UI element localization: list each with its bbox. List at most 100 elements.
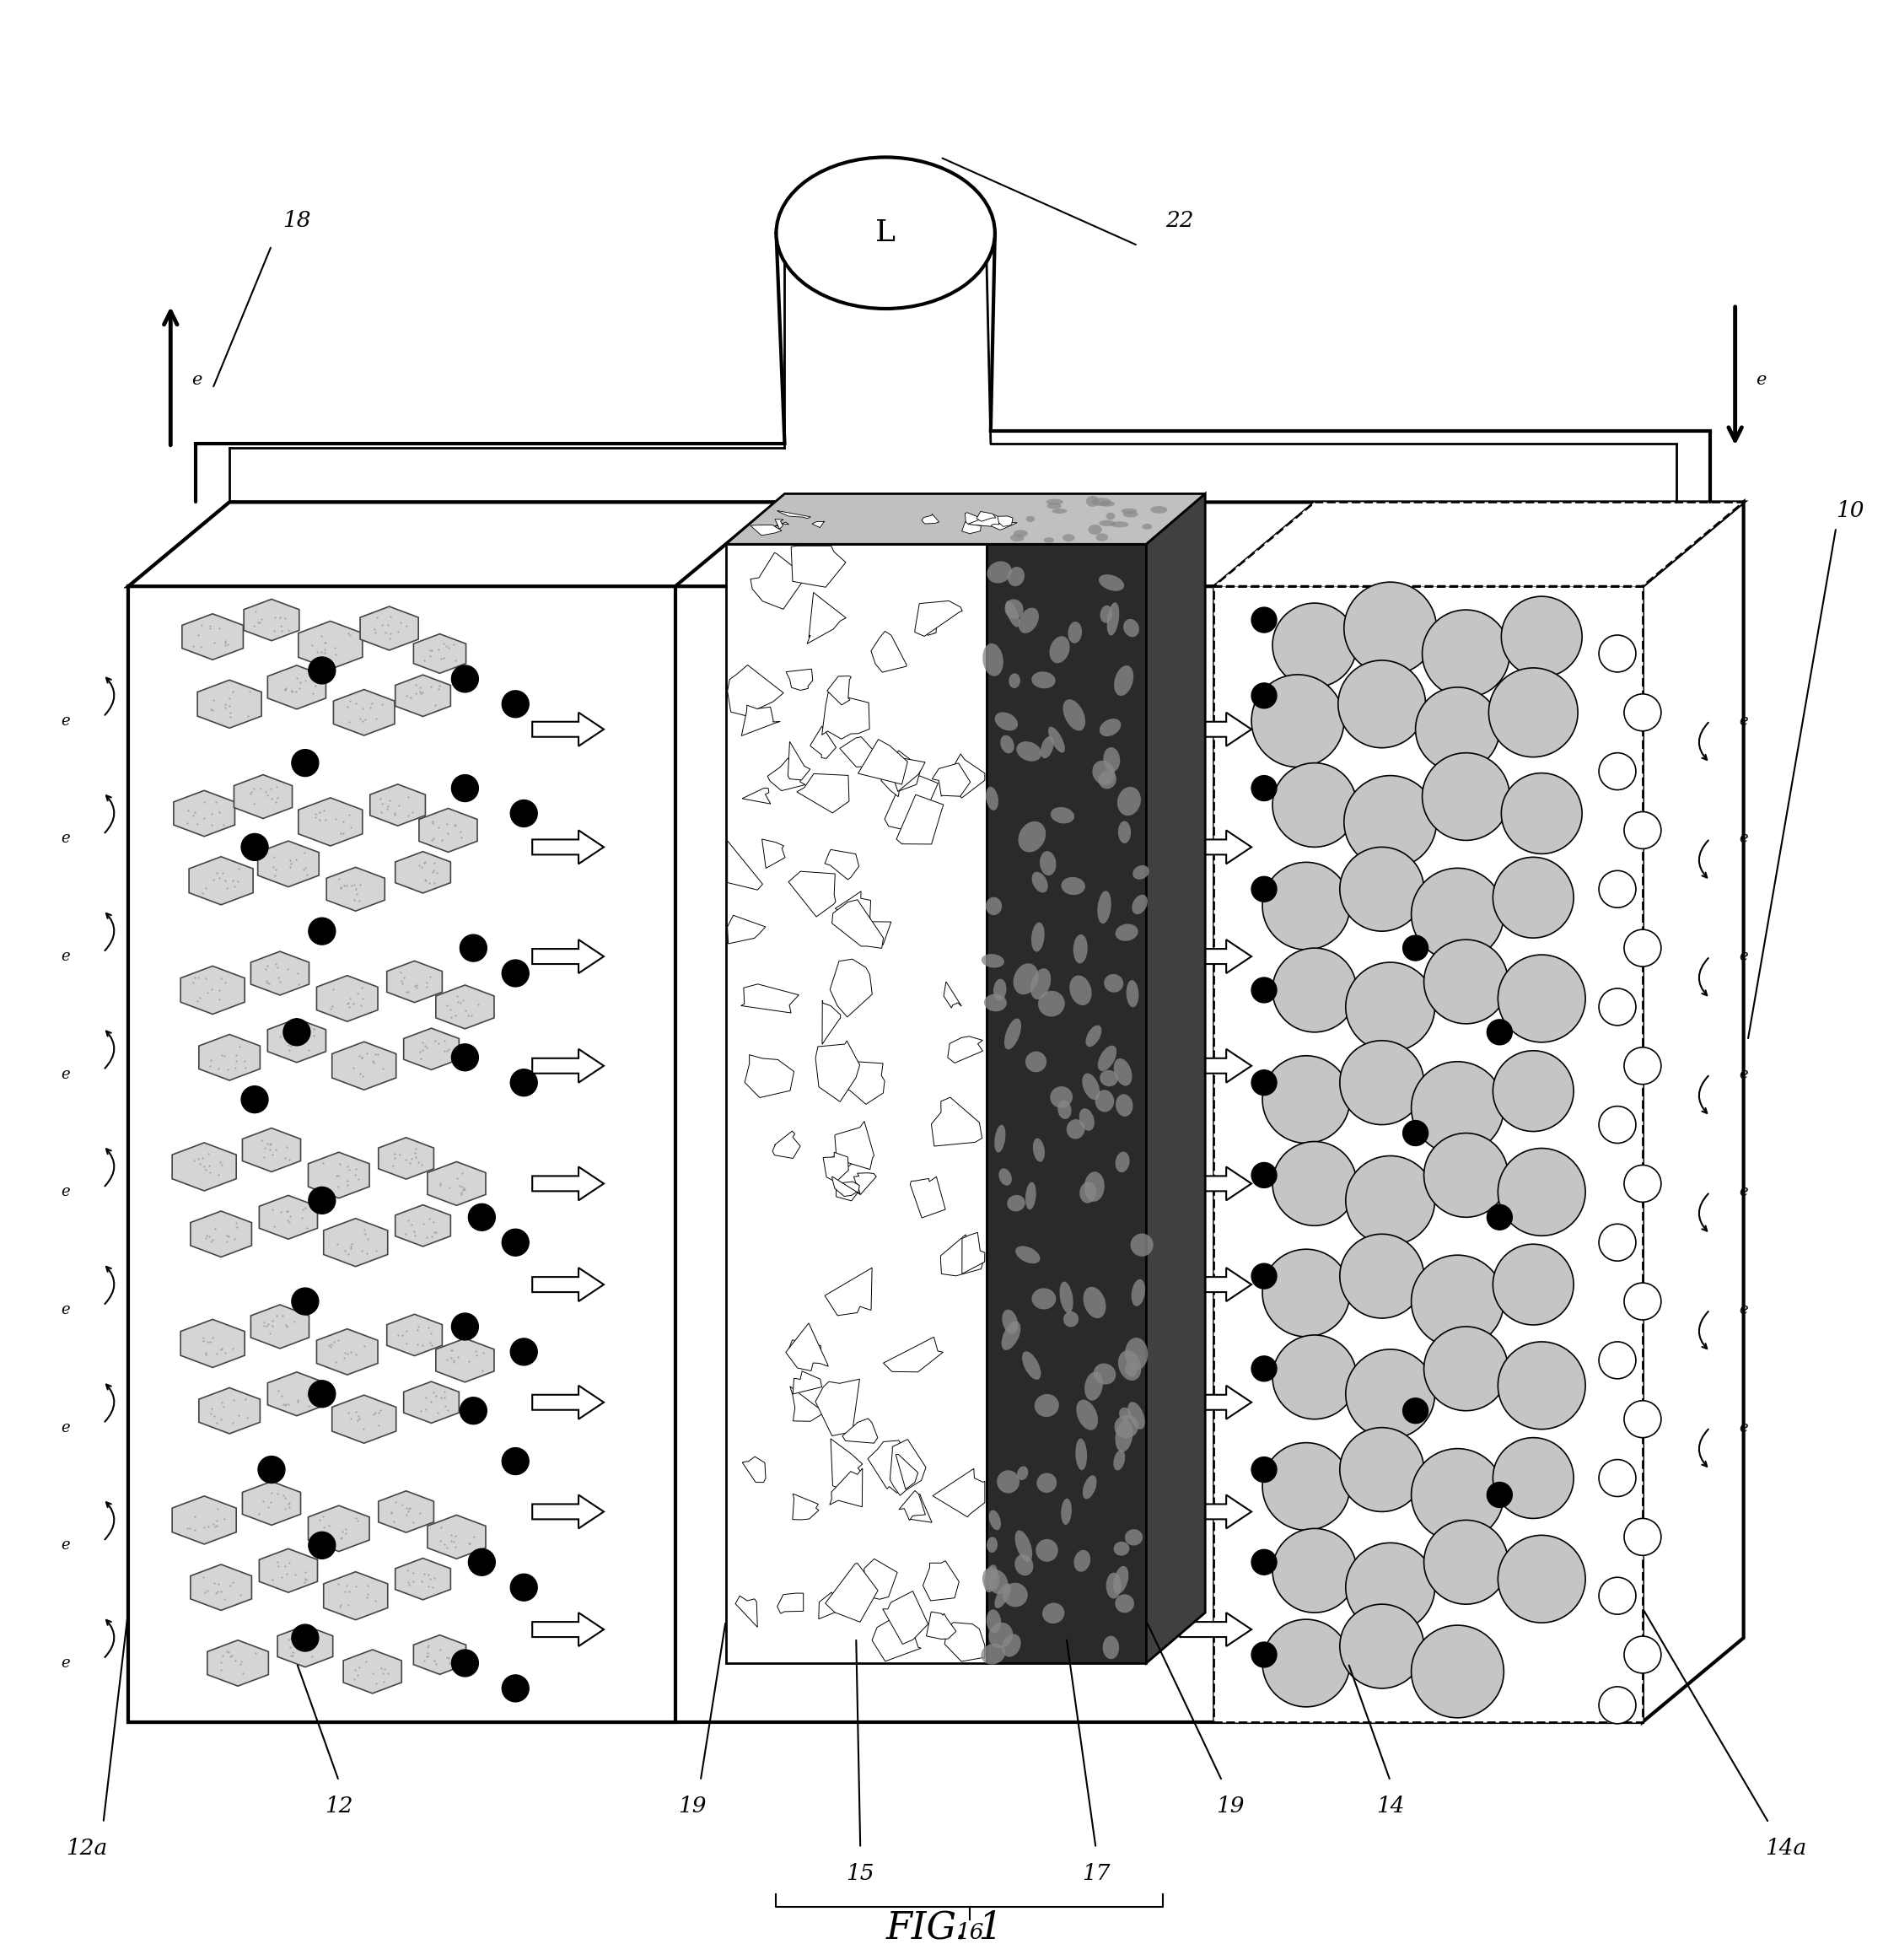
Polygon shape bbox=[823, 1000, 840, 1045]
Ellipse shape bbox=[1119, 821, 1132, 843]
Ellipse shape bbox=[981, 1644, 1006, 1664]
Text: 12: 12 bbox=[324, 1795, 352, 1817]
Circle shape bbox=[1341, 847, 1424, 931]
Polygon shape bbox=[533, 1386, 604, 1419]
Polygon shape bbox=[1642, 502, 1744, 1723]
Polygon shape bbox=[825, 849, 859, 880]
Ellipse shape bbox=[1053, 508, 1068, 514]
Polygon shape bbox=[243, 1482, 301, 1525]
Polygon shape bbox=[207, 1641, 269, 1686]
Ellipse shape bbox=[1002, 1635, 1021, 1656]
Ellipse shape bbox=[1006, 600, 1022, 619]
Circle shape bbox=[1252, 1070, 1277, 1096]
Ellipse shape bbox=[1073, 1550, 1090, 1572]
Polygon shape bbox=[395, 1205, 450, 1247]
Polygon shape bbox=[768, 759, 806, 790]
Ellipse shape bbox=[1113, 1058, 1132, 1086]
Ellipse shape bbox=[1049, 637, 1070, 662]
Circle shape bbox=[1252, 1642, 1277, 1668]
Text: e: e bbox=[60, 1419, 70, 1435]
Circle shape bbox=[1625, 1047, 1661, 1084]
Polygon shape bbox=[171, 1495, 235, 1544]
Circle shape bbox=[503, 1448, 529, 1474]
Ellipse shape bbox=[987, 1570, 1007, 1593]
Polygon shape bbox=[896, 794, 943, 845]
Circle shape bbox=[1344, 776, 1437, 868]
Polygon shape bbox=[853, 1172, 876, 1196]
Polygon shape bbox=[1215, 502, 1744, 586]
Ellipse shape bbox=[1006, 600, 1019, 627]
Polygon shape bbox=[926, 1611, 957, 1639]
Ellipse shape bbox=[1122, 512, 1137, 517]
Circle shape bbox=[1252, 1550, 1277, 1574]
Circle shape bbox=[1341, 1427, 1424, 1511]
Polygon shape bbox=[198, 680, 262, 727]
Text: 19: 19 bbox=[1216, 1795, 1245, 1817]
Circle shape bbox=[1625, 929, 1661, 966]
Circle shape bbox=[1625, 1401, 1661, 1437]
Text: 14: 14 bbox=[1376, 1795, 1405, 1817]
Ellipse shape bbox=[1134, 864, 1149, 880]
Ellipse shape bbox=[1064, 1311, 1079, 1327]
Polygon shape bbox=[395, 851, 450, 894]
Polygon shape bbox=[277, 1625, 333, 1668]
Ellipse shape bbox=[985, 898, 1002, 915]
Ellipse shape bbox=[1115, 666, 1134, 696]
Polygon shape bbox=[250, 951, 309, 996]
Polygon shape bbox=[1181, 831, 1252, 864]
Polygon shape bbox=[943, 982, 962, 1007]
Ellipse shape bbox=[1130, 1233, 1154, 1256]
Polygon shape bbox=[200, 1035, 260, 1080]
Circle shape bbox=[1493, 1437, 1574, 1519]
Ellipse shape bbox=[1032, 923, 1045, 953]
Circle shape bbox=[309, 657, 335, 684]
Ellipse shape bbox=[1004, 1019, 1021, 1049]
Circle shape bbox=[1273, 1529, 1356, 1613]
Ellipse shape bbox=[1079, 1182, 1096, 1203]
Polygon shape bbox=[751, 553, 806, 610]
Ellipse shape bbox=[996, 1470, 1019, 1494]
Circle shape bbox=[1346, 1156, 1435, 1245]
Circle shape bbox=[1346, 1543, 1435, 1633]
Circle shape bbox=[1501, 596, 1582, 676]
Ellipse shape bbox=[994, 1125, 1006, 1152]
Circle shape bbox=[1410, 1062, 1505, 1154]
Circle shape bbox=[1252, 608, 1277, 633]
Circle shape bbox=[469, 1548, 495, 1576]
Polygon shape bbox=[812, 521, 825, 527]
Polygon shape bbox=[859, 921, 891, 945]
Circle shape bbox=[292, 1288, 318, 1315]
Circle shape bbox=[1346, 962, 1435, 1051]
Text: 15: 15 bbox=[845, 1862, 874, 1884]
Circle shape bbox=[1499, 955, 1585, 1043]
Polygon shape bbox=[1181, 1495, 1252, 1529]
Polygon shape bbox=[181, 1319, 245, 1368]
Ellipse shape bbox=[1098, 1045, 1117, 1072]
Circle shape bbox=[1501, 772, 1582, 855]
Ellipse shape bbox=[1098, 574, 1124, 592]
Ellipse shape bbox=[1100, 502, 1115, 506]
Polygon shape bbox=[791, 1386, 829, 1421]
Ellipse shape bbox=[1013, 529, 1028, 537]
Polygon shape bbox=[883, 1337, 943, 1372]
Polygon shape bbox=[881, 751, 921, 796]
Ellipse shape bbox=[1034, 1394, 1058, 1417]
Polygon shape bbox=[181, 966, 245, 1013]
Polygon shape bbox=[815, 1041, 861, 1102]
Ellipse shape bbox=[1115, 1152, 1130, 1172]
Polygon shape bbox=[267, 1372, 326, 1415]
Ellipse shape bbox=[1019, 608, 1039, 633]
Circle shape bbox=[452, 774, 478, 802]
Ellipse shape bbox=[1068, 621, 1083, 643]
Circle shape bbox=[1273, 1141, 1356, 1225]
Ellipse shape bbox=[1083, 1074, 1100, 1100]
Ellipse shape bbox=[1092, 760, 1115, 784]
Ellipse shape bbox=[983, 1568, 1000, 1592]
Text: e: e bbox=[1740, 831, 1747, 847]
Circle shape bbox=[1416, 688, 1499, 772]
Polygon shape bbox=[763, 839, 785, 868]
Polygon shape bbox=[947, 1037, 983, 1062]
Polygon shape bbox=[868, 1441, 917, 1494]
Ellipse shape bbox=[1119, 1407, 1132, 1421]
Circle shape bbox=[1252, 1356, 1277, 1382]
